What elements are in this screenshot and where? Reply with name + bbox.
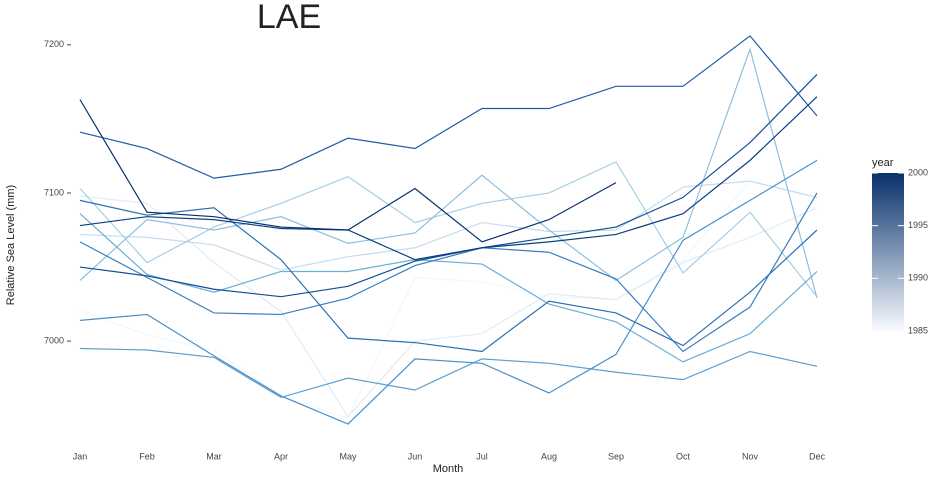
x-tick-label: Jul xyxy=(476,451,488,461)
colorbar-label: 1985 xyxy=(908,325,928,335)
series-line xyxy=(79,161,818,298)
x-tick-label: Mar xyxy=(206,451,222,461)
colorbar-label: 1995 xyxy=(908,220,928,230)
series-line xyxy=(79,99,617,243)
colorbar-label: 1990 xyxy=(908,273,928,283)
series-line xyxy=(79,199,818,353)
x-tick-label: Dec xyxy=(809,451,826,461)
x-tick-label: May xyxy=(339,451,357,461)
series-line xyxy=(79,347,818,399)
y-axis-label: Relative Sea Level (mm) xyxy=(5,185,17,305)
series-line xyxy=(79,47,818,299)
x-tick-label: Apr xyxy=(274,451,288,461)
series-line xyxy=(79,180,818,419)
series-line xyxy=(79,192,818,353)
x-tick-label: Oct xyxy=(676,451,691,461)
colorbar xyxy=(872,173,904,331)
series-line xyxy=(79,35,818,179)
series-line xyxy=(79,180,818,271)
y-tick-label: 7000 xyxy=(44,335,64,345)
y-tick-label: 7100 xyxy=(44,187,64,197)
x-tick-label: Sep xyxy=(608,451,624,461)
series-line xyxy=(79,74,818,298)
x-tick-label: Jan xyxy=(73,451,88,461)
x-axis-label: Month xyxy=(433,463,464,475)
series-line xyxy=(79,195,818,418)
x-tick-label: Aug xyxy=(541,451,557,461)
x-tick-label: Jun xyxy=(408,451,423,461)
colorbar-label: 2000 xyxy=(908,167,928,177)
x-tick-label: Nov xyxy=(742,451,759,461)
series-line xyxy=(79,96,818,261)
y-tick-label: 7200 xyxy=(44,39,64,49)
x-tick-label: Feb xyxy=(139,451,155,461)
series-line xyxy=(79,213,818,363)
series-line xyxy=(79,159,818,425)
chart-title: LAE xyxy=(257,0,321,36)
legend-title: year xyxy=(872,157,894,169)
